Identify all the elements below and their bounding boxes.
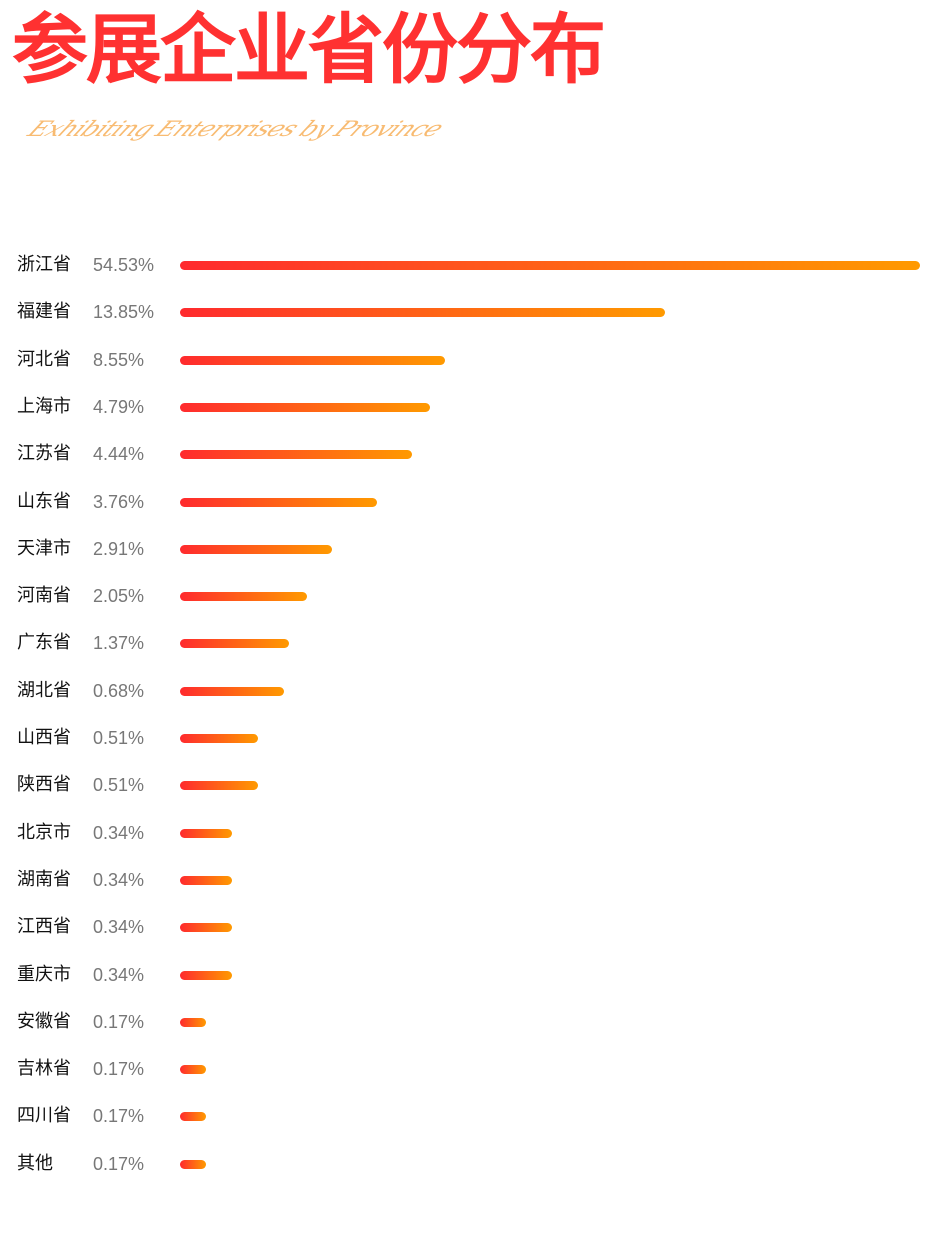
value-label: 4.44% xyxy=(93,444,145,465)
value-label: 4.79% xyxy=(93,396,145,417)
value-label: 1.37% xyxy=(93,633,145,654)
category-label: 江苏省 xyxy=(17,443,71,465)
category-label: 河南省 xyxy=(17,585,71,607)
category-label: 河北省 xyxy=(17,348,71,370)
chart-subtitle-signature: Exhibiting Enterprises by Province xyxy=(22,116,449,142)
bar-row: 江苏省 4.44% xyxy=(0,439,927,469)
value-label: 54.53% xyxy=(93,255,155,275)
bar-row: 浙江省 54.53% xyxy=(0,250,927,280)
bar-row: 湖北省 0.68% xyxy=(0,676,927,706)
chart-title: 参展企业省份分布 xyxy=(12,5,606,94)
bar xyxy=(180,923,232,933)
category-label: 湖南省 xyxy=(17,868,71,890)
bar-row: 四川省 0.17% xyxy=(0,1101,927,1131)
bar-row: 河北省 8.55% xyxy=(0,345,927,375)
value-label: 0.34% xyxy=(93,964,145,985)
bar-row: 吉林省 0.17% xyxy=(0,1054,927,1084)
value-label: 13.85% xyxy=(93,302,155,323)
category-label: 四川省 xyxy=(17,1105,71,1127)
value-label: 3.76% xyxy=(93,491,145,512)
bar xyxy=(180,970,232,980)
bar xyxy=(180,1112,206,1122)
bar xyxy=(180,402,430,412)
bar xyxy=(180,1065,206,1075)
bar-row: 重庆市 0.34% xyxy=(0,960,927,990)
value-label: 0.34% xyxy=(93,822,145,843)
bar-row: 广东省 1.37% xyxy=(0,628,927,658)
value-label: 2.05% xyxy=(93,586,145,607)
bar xyxy=(180,450,412,460)
category-label: 吉林省 xyxy=(17,1058,71,1080)
category-label: 北京市 xyxy=(17,821,71,843)
bar-row: 山东省 3.76% xyxy=(0,487,927,517)
bar-row: 湖南省 0.34% xyxy=(0,865,927,895)
value-label: 0.17% xyxy=(93,1106,145,1127)
bar xyxy=(180,497,377,507)
bar-row: 上海市 4.79% xyxy=(0,392,927,422)
bar xyxy=(180,592,307,602)
bar xyxy=(180,1159,206,1169)
value-label: 8.55% xyxy=(93,349,145,370)
value-label: 0.51% xyxy=(93,728,145,748)
bar xyxy=(180,875,232,885)
value-label: 0.51% xyxy=(93,775,145,796)
category-label: 天津市 xyxy=(17,537,71,559)
category-label: 上海市 xyxy=(17,395,71,417)
bar-row: 河南省 2.05% xyxy=(0,581,927,611)
category-label: 其他 xyxy=(17,1152,53,1174)
bar-row: 山西省 0.51% xyxy=(0,723,927,753)
bar xyxy=(180,1017,206,1027)
category-label: 山西省 xyxy=(17,727,71,748)
bar xyxy=(180,261,920,270)
bar-row: 江西省 0.34% xyxy=(0,912,927,942)
category-label: 浙江省 xyxy=(17,254,71,275)
value-label: 0.17% xyxy=(93,1153,145,1174)
bar xyxy=(180,734,258,743)
category-label: 重庆市 xyxy=(17,963,71,985)
value-label: 0.68% xyxy=(93,680,145,701)
value-label: 0.17% xyxy=(93,1011,145,1032)
bar-row: 其他 0.17% xyxy=(0,1149,927,1179)
value-label: 0.17% xyxy=(93,1059,145,1080)
category-label: 陕西省 xyxy=(17,774,71,796)
category-label: 广东省 xyxy=(17,632,71,654)
bar-row: 天津市 2.91% xyxy=(0,534,927,564)
category-label: 福建省 xyxy=(17,301,71,323)
bar-row: 安徽省 0.17% xyxy=(0,1007,927,1037)
bar-row: 北京市 0.34% xyxy=(0,818,927,848)
bar xyxy=(180,355,445,365)
category-label: 江西省 xyxy=(17,916,71,938)
category-label: 山东省 xyxy=(17,490,71,512)
bar-row: 福建省 13.85% xyxy=(0,297,927,327)
bar xyxy=(180,639,289,649)
value-label: 2.91% xyxy=(93,538,145,559)
value-label: 0.34% xyxy=(93,917,145,938)
bar xyxy=(180,828,232,838)
bar-row: 陕西省 0.51% xyxy=(0,770,927,800)
bar xyxy=(180,686,284,696)
bar xyxy=(180,544,332,554)
bar xyxy=(180,308,665,318)
value-label: 0.34% xyxy=(93,869,145,890)
bar xyxy=(180,781,258,791)
category-label: 湖北省 xyxy=(17,679,71,701)
category-label: 安徽省 xyxy=(17,1010,71,1032)
